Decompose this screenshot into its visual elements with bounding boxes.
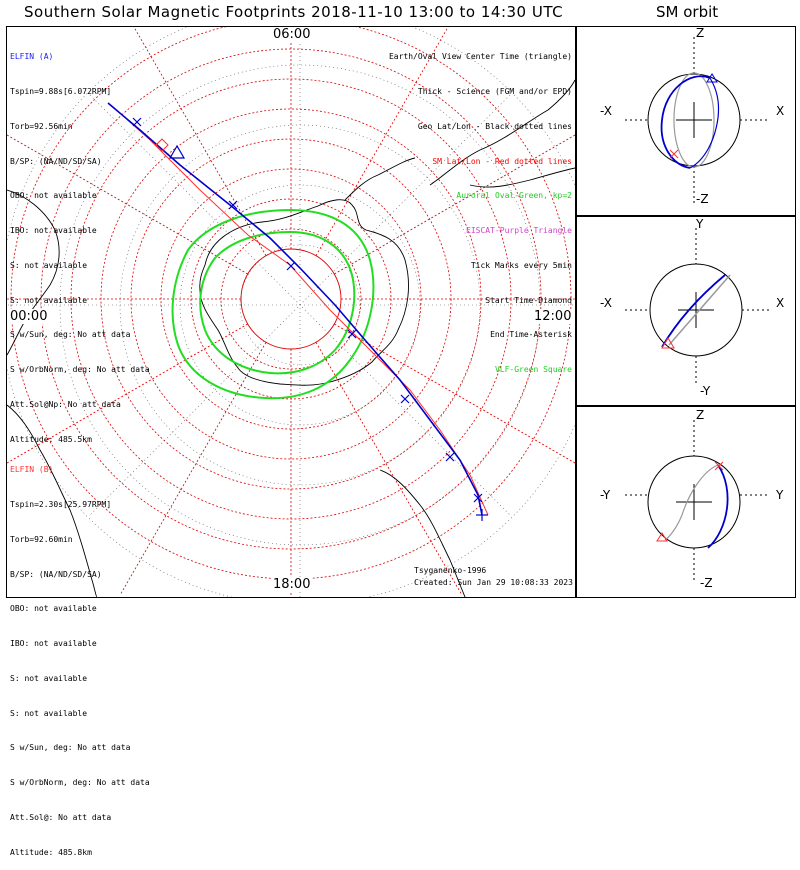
- clock-label-06: 06:00: [272, 27, 312, 42]
- created-timestamp: Created: Sun Jan 29 10:08:33 2023: [414, 578, 573, 587]
- elfin-a-line: IBO: not available: [10, 226, 97, 236]
- elfin-a-name: ELFIN (A): [10, 52, 54, 62]
- start-diamond: [155, 138, 169, 152]
- elfin-b-line: S: not available: [10, 708, 88, 718]
- clock-label-12: 12:00: [533, 309, 573, 324]
- legend-entry: Auroral Oval-Green, kp=2: [456, 191, 572, 201]
- elfin-a-track: [107, 102, 483, 516]
- legend-entry: VLF-Green Square: [494, 365, 572, 375]
- legend-entry: EISCAT-Purple Triangle: [466, 226, 572, 236]
- orbit1-left: -X: [600, 104, 612, 118]
- polar-map: [7, 27, 575, 597]
- australia-coastline: [7, 189, 60, 356]
- track-tick-marks: [132, 117, 483, 503]
- auroral-oval-inner: [199, 230, 356, 375]
- orbit-xy: [625, 228, 770, 385]
- elfin-b-line: Torb=92.60min: [10, 534, 73, 544]
- new-zealand-coastline: [379, 469, 466, 597]
- elfin-b-line: Att.Sol@: No att data: [10, 813, 112, 822]
- elfin-b-line: B/SP: (NA/ND/SD/SA): [10, 569, 102, 579]
- orbit1-top: Z: [696, 26, 705, 40]
- orbit-plots: [625, 37, 770, 580]
- orbit3-top: Z: [696, 408, 705, 422]
- elfin-b-line: Tspin=2.30s[25.97RPM]: [10, 499, 112, 509]
- orbit1-right: X: [776, 104, 785, 118]
- sm-spoke: [334, 134, 575, 275]
- elfin-b-line: S w/Sun, deg: No att data: [10, 743, 131, 753]
- sm-grid-spokes: [7, 27, 575, 597]
- sm-spoke: [315, 342, 462, 594]
- map-frame: [6, 26, 576, 598]
- elfin-b-line: Altitude: 485.8km: [10, 847, 92, 857]
- elfin-a-line: Altitude: 485.5km: [10, 434, 92, 444]
- legend-entry: Earth/Oval View Center Time (triangle): [388, 52, 572, 62]
- elfin-a-line: Att.Sol@Np: No att data: [10, 400, 121, 409]
- south-america-coastline: [429, 79, 575, 188]
- elfin-a-line: OBO: not available: [10, 191, 97, 201]
- orbit3-right: Y: [776, 488, 784, 502]
- elfin-a-line: B/SP: (NA/ND/SD/SA): [10, 156, 102, 166]
- sm-spoke: [334, 323, 575, 464]
- end-asterisk: [476, 509, 488, 521]
- antarctic-peninsula: [344, 157, 416, 201]
- clock-label-18: 18:00: [272, 577, 312, 592]
- legend: Earth/Oval View Center Time (triangle) T…: [389, 28, 572, 387]
- orbit-xz: [625, 37, 770, 203]
- orbit2-left: -X: [600, 296, 612, 310]
- orbit2-right: X: [776, 296, 785, 310]
- orbit-title: SM orbit: [656, 3, 719, 21]
- elfin-a-line: S w/OrbNorm, deg: No att data: [10, 365, 150, 375]
- africa-coastline: [7, 404, 98, 597]
- auroral-oval-outer: [171, 208, 375, 400]
- view-center-triangle: [168, 144, 186, 159]
- elfin-a-line: Tspin=9.88s[6.072RPM]: [10, 86, 112, 96]
- orbit3-left: -Y: [600, 488, 611, 502]
- orbit-panel-xz: [576, 26, 796, 216]
- elfin-a-info: ELFIN (A) Tspin=9.88s[6.072RPM] Torb=92.…: [10, 28, 150, 457]
- model-label: Tsyganenko-1996: [414, 566, 487, 575]
- legend-entry: End Time-Asterisk: [490, 330, 572, 340]
- orbit3-bottom: -Z: [700, 576, 713, 590]
- clock-label-00: 00:00: [9, 309, 49, 324]
- orbit2-bottom: -Y: [700, 384, 711, 398]
- elfin-b-line: S: not available: [10, 673, 88, 683]
- legend-entry: Thick - Science (FGM and/or EPD): [417, 86, 572, 96]
- orbit1-bottom: -Z: [696, 192, 709, 206]
- legend-entry: Tick Marks every 5min: [470, 260, 572, 270]
- antarctica-coastline: [199, 199, 409, 386]
- plot-title: Southern Solar Magnetic Footprints 2018-…: [24, 3, 564, 21]
- elfin-b-line: IBO: not available: [10, 639, 97, 649]
- elfin-a-line: Torb=92.56min: [10, 121, 73, 131]
- orbit-panel-xy: [576, 216, 796, 406]
- legend-entry: SM Lat/Lon - Red dotted lines: [432, 156, 572, 166]
- elfin-b-line: OBO: not available: [10, 604, 97, 614]
- legend-entry: Start Time-Diamond: [485, 295, 572, 305]
- sm-spoke: [120, 342, 267, 594]
- sm-spoke: [315, 27, 449, 256]
- sm-spoke: [7, 323, 248, 464]
- elfin-a-line: S: not available: [10, 260, 88, 270]
- elfin-b-name: ELFIN (B): [10, 465, 54, 475]
- elfin-b-line: S w/OrbNorm, deg: No att data: [10, 778, 150, 788]
- geo-grid: [7, 27, 575, 597]
- orbit-yz: [625, 420, 770, 580]
- elfin-a-line: S w/Sun, deg: No att data: [10, 330, 131, 340]
- legend-entry: Geo Lat/Lon - Black dotted lines: [417, 121, 572, 131]
- orbit2-top: Y: [696, 217, 704, 231]
- orbit-panel-yz: [576, 406, 796, 598]
- elfin-a-line: S: not available: [10, 295, 88, 305]
- sm-spoke: [7, 134, 248, 275]
- elfin-b-track: [111, 105, 489, 516]
